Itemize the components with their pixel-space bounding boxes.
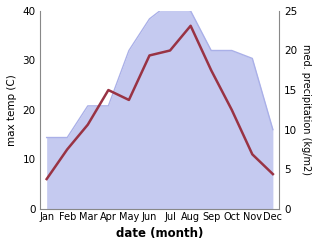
Y-axis label: med. precipitation (kg/m2): med. precipitation (kg/m2) xyxy=(301,44,311,175)
Y-axis label: max temp (C): max temp (C) xyxy=(7,74,17,146)
X-axis label: date (month): date (month) xyxy=(116,227,204,240)
